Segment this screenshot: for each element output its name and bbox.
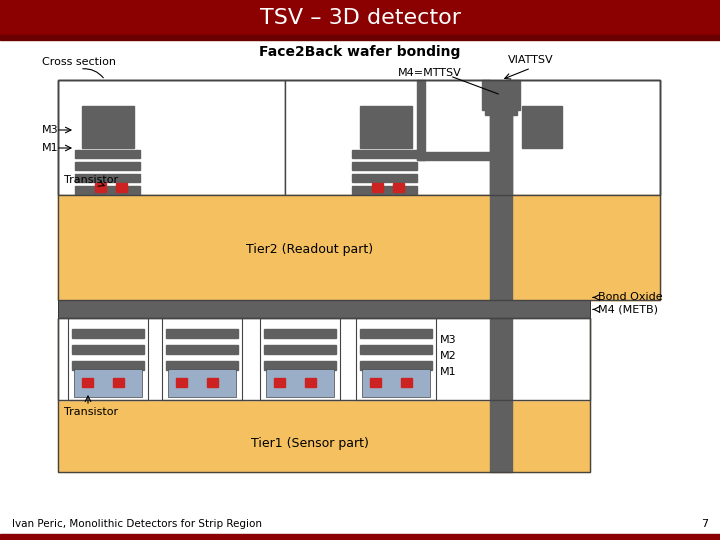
Text: M1: M1	[440, 367, 456, 377]
Bar	[58, 300, 590, 318]
Text: Transistor: Transistor	[64, 175, 118, 185]
Bar	[285, 195, 490, 300]
Bar	[58, 80, 660, 300]
Bar	[356, 318, 436, 400]
Bar	[370, 378, 381, 387]
Text: TSV – 3D detector: TSV – 3D detector	[259, 8, 461, 28]
Bar	[485, 110, 517, 115]
Bar	[68, 318, 148, 400]
Text: Tier1 (Sensor part): Tier1 (Sensor part)	[251, 437, 369, 450]
Text: Transistor: Transistor	[64, 407, 118, 417]
Bar	[393, 183, 404, 192]
Bar	[0, 35, 720, 40]
Bar	[72, 345, 144, 354]
Bar	[82, 106, 134, 148]
Text: M2: M2	[440, 351, 456, 361]
Bar	[166, 361, 238, 370]
Bar	[166, 345, 238, 354]
Bar	[490, 110, 512, 318]
Bar	[58, 195, 660, 300]
Bar	[264, 361, 336, 370]
Bar	[207, 378, 218, 387]
Bar	[72, 329, 144, 338]
Text: 7: 7	[701, 519, 708, 529]
Bar	[58, 195, 285, 300]
Bar	[0, 0, 720, 35]
Bar	[75, 150, 140, 158]
Bar	[72, 361, 144, 370]
Bar	[512, 80, 660, 195]
Bar	[352, 174, 417, 182]
Bar	[417, 80, 425, 160]
Text: M3: M3	[440, 335, 456, 345]
Text: M1: M1	[42, 143, 58, 153]
Bar	[285, 80, 490, 195]
Bar	[372, 183, 383, 192]
Bar	[58, 318, 590, 400]
Bar	[401, 378, 412, 387]
Bar	[0, 534, 720, 540]
Bar	[352, 186, 417, 194]
Bar	[166, 329, 238, 338]
Bar	[116, 183, 127, 192]
Bar	[58, 318, 590, 400]
Text: M3: M3	[42, 125, 58, 135]
Bar	[274, 378, 285, 387]
Bar	[58, 318, 590, 472]
Bar	[58, 80, 660, 195]
Bar	[176, 378, 187, 387]
Bar	[264, 329, 336, 338]
Bar	[490, 318, 512, 472]
Text: Ivan Peric, Monolithic Detectors for Strip Region: Ivan Peric, Monolithic Detectors for Str…	[12, 519, 262, 529]
Bar	[113, 378, 124, 387]
Bar	[417, 152, 490, 160]
Bar	[362, 369, 430, 397]
Bar	[522, 106, 562, 148]
Bar	[482, 80, 520, 110]
Bar	[260, 318, 340, 400]
Bar	[75, 186, 140, 194]
Text: M4=MTTSV: M4=MTTSV	[398, 68, 462, 78]
Bar	[360, 361, 432, 370]
Text: Tier2 (Readout part): Tier2 (Readout part)	[246, 244, 374, 256]
Bar	[58, 318, 590, 472]
Bar	[264, 345, 336, 354]
Bar	[162, 318, 242, 400]
Bar	[360, 329, 432, 338]
Bar	[360, 106, 412, 148]
Bar	[58, 80, 660, 195]
Text: Cross section: Cross section	[42, 57, 116, 67]
Text: Bond Oxide: Bond Oxide	[598, 292, 662, 302]
Bar	[360, 345, 432, 354]
Text: Face2Back wafer bonding: Face2Back wafer bonding	[259, 45, 461, 59]
Bar	[95, 183, 106, 192]
Bar	[352, 162, 417, 170]
Bar	[74, 369, 142, 397]
Text: VIATTSV: VIATTSV	[508, 55, 554, 65]
Bar	[75, 174, 140, 182]
Bar	[75, 162, 140, 170]
Bar	[305, 378, 316, 387]
Bar	[58, 80, 285, 195]
Bar	[352, 150, 417, 158]
Bar	[266, 369, 334, 397]
Bar	[168, 369, 236, 397]
Bar	[82, 378, 93, 387]
Text: M4 (METB): M4 (METB)	[598, 305, 658, 314]
Bar	[512, 195, 660, 300]
